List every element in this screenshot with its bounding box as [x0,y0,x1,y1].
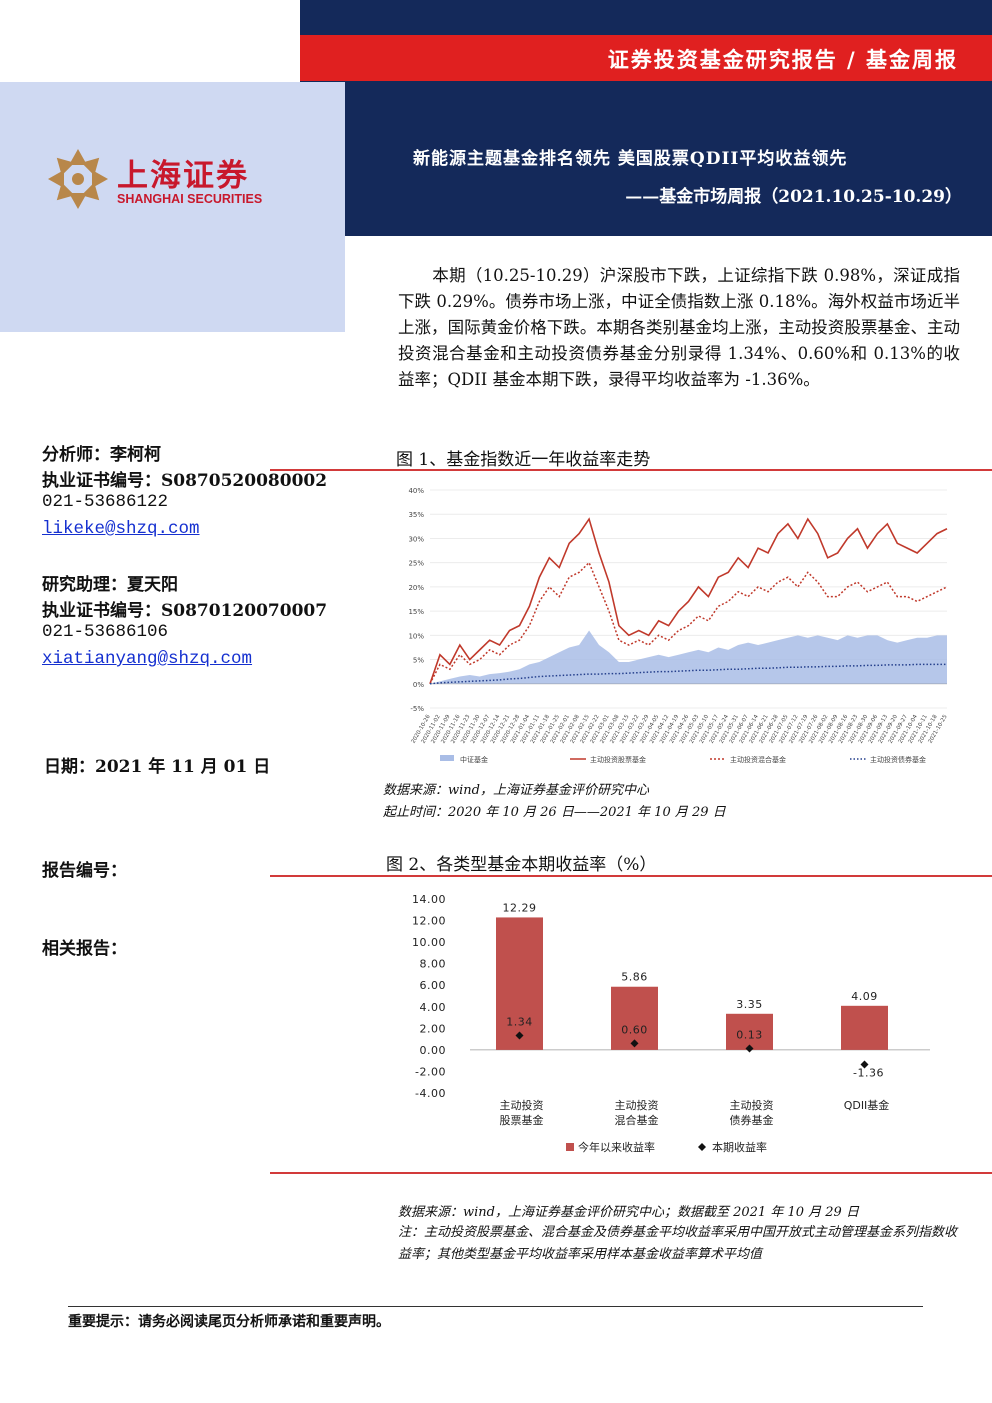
figure-2-source: 数据来源：wind，上海证券基金评价研究中心；数据截至 2021 年 10 月 … [398,1205,859,1220]
marker-week [630,1039,639,1048]
logo-text-en: SHANGHAI SECURITIES [117,192,263,206]
bar-ytd-label: 3.35 [736,998,763,1011]
summary-text: 本期（10.25-10.29）沪深股市下跌，上证综指下跌 0.98%，深证成指下… [398,266,960,389]
series-area-中证基金 [430,630,947,684]
y-tick-label: 15% [408,608,424,616]
series-line-主动投资混合基金 [429,561,948,685]
legend-label: 主动投资股票基金 [590,755,646,764]
legend-swatch [440,755,454,761]
assistant-cert: 执业证书编号：S0870120070007 [42,601,328,621]
figure-2-bottom-rule [270,1172,992,1174]
y-tick-label: 20% [408,584,424,592]
fund-index-line-chart: 40%35%30%25%20%15%10%5%0%-5%2020-10-2620… [408,487,949,764]
report-number-label: 报告编号： [42,861,127,881]
figure-1-period: 起止时间：2020 年 10 月 26 日——2021 年 10 月 29 日 [383,805,726,820]
y-tick-label: 14.00 [412,893,446,906]
figure-2-rule [270,875,992,877]
header-red-band [300,35,992,81]
series-line-主动投资债券基金 [429,663,947,685]
analyst-name: 分析师：李柯柯 [42,445,161,465]
footer-rule [68,1306,923,1307]
y-tick-label: 0% [413,681,424,689]
y-tick-label: 4.00 [420,1001,447,1014]
y-tick-label: 10% [408,632,424,640]
x-tick-label: 债券基金 [730,1113,774,1127]
figure-1-source: 数据来源：wind，上海证券基金评价研究中心 [383,783,649,798]
x-tick-label: 混合基金 [615,1113,659,1127]
x-tick-label: 股票基金 [500,1113,544,1127]
logo: 上海证券 SHANGHAI SECURITIES [45,146,305,216]
legend-swatch [698,1143,706,1151]
analyst-phone: 021-53686122 [42,492,169,512]
logo-text-cn: 上海证券 [117,158,249,194]
bar-ytd-label: 5.86 [621,971,648,984]
assistant-phone: 021-53686106 [42,622,169,642]
y-tick-label: 12.00 [412,915,446,928]
marker-week [860,1060,869,1069]
x-tick-label: QDII基金 [844,1098,890,1112]
bar-ytd [841,1005,888,1050]
report-title: 新能源主题基金排名领先 美国股票QDII平均收益领先 [413,149,848,169]
y-tick-label: 25% [408,560,424,568]
marker-week-label: 1.34 [506,1015,533,1028]
fund-return-bar-chart: 14.00 12.00 10.00 8.00 6.00 4.00 2.00 0.00 -2.00… [412,893,930,1154]
y-tick-label: -5% [410,705,424,713]
bar-ytd-label: 12.29 [503,901,537,914]
logo-mark-icon [48,149,108,209]
legend-swatch [566,1143,574,1151]
figure-2-title: 图 2、各类型基金本期收益率（%） [386,855,657,875]
bar-ytd [496,917,543,1050]
header-light-panel [0,82,345,332]
y-tick-label: 35% [408,511,424,519]
legend-label: 主动投资债券基金 [870,755,926,764]
x-tick-label: 主动投资 [615,1098,659,1112]
legend-label: 主动投资混合基金 [730,755,786,764]
marker-week-label: -1.36 [853,1067,884,1080]
assistant-name: 研究助理：夏天阳 [42,575,178,595]
y-tick-label: 5% [413,657,424,665]
legend-label: 中证基金 [460,755,488,764]
y-tick-label: 8.00 [420,958,447,971]
figure-1-title: 图 1、基金指数近一年收益率走势 [396,450,651,470]
y-tick-label: 6.00 [420,979,447,992]
y-tick-label: -4.00 [415,1087,446,1100]
y-tick-label: 40% [408,487,424,495]
assistant-email-link[interactable]: xiatianyang@shzq.com [42,649,253,669]
related-reports-label: 相关报告： [42,939,127,959]
analyst-cert: 执业证书编号：S0870520080002 [42,471,328,491]
report-type-label: 证券投资基金研究报告 / 基金周报 [607,47,958,72]
y-tick-label: 30% [408,535,424,543]
report-subtitle: ——基金市场周报（2021.10.25-10.29） [625,187,962,207]
legend-label: 本期收益率 [712,1140,767,1154]
marker-week [745,1044,754,1053]
x-tick-label: 主动投资 [500,1098,544,1112]
report-date: 日期：2021 年 11 月 01 日 [44,757,271,777]
marker-week-label: 0.13 [736,1028,763,1041]
legend-label: 今年以来收益率 [578,1140,655,1154]
figure-1-rule [270,469,992,471]
summary-paragraph: 本期（10.25-10.29）沪深股市下跌，上证综指下跌 0.98%，深证成指下… [398,263,960,393]
bar-ytd [611,986,658,1050]
figure-2-note: 注：主动投资股票基金、混合基金及债券基金平均收益率采用中国开放式主动管理基金系列… [398,1225,958,1262]
y-tick-label: 2.00 [420,1022,447,1035]
footer-disclaimer: 重要提示：请务必阅读尾页分析师承诺和重要声明。 [68,1314,390,1330]
bar-ytd [726,1013,773,1050]
marker-week-label: 0.60 [621,1023,648,1036]
y-tick-label: 0.00 [420,1044,447,1057]
marker-week [515,1031,524,1040]
x-tick-label: 主动投资 [730,1098,774,1112]
bar-ytd-label: 4.09 [851,990,878,1003]
y-tick-label: 10.00 [412,936,446,949]
analyst-email-link[interactable]: likeke@shzq.com [42,519,200,539]
series-line-主动投资股票基金 [429,517,948,685]
y-tick-label: -2.00 [415,1065,446,1078]
